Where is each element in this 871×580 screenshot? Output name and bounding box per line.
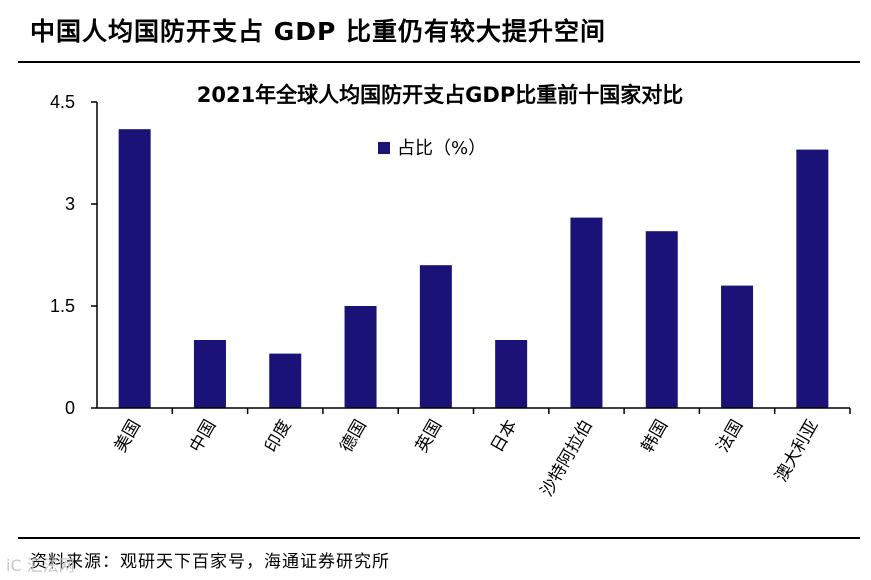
- x-tick-label: 澳大利亚: [771, 417, 822, 486]
- x-axis: 美国 中国 印度 德国 英国 日本 沙特阿拉伯 韩国 法国 澳大利亚: [97, 407, 851, 501]
- x-tick-label: 英国: [412, 417, 446, 456]
- x-tick-label: 日本: [487, 417, 521, 456]
- bottom-divider: [18, 537, 860, 539]
- top-divider: [18, 61, 860, 63]
- x-tick-label: 中国: [186, 417, 220, 456]
- bar: [495, 340, 528, 408]
- page-title: 中国人均国防开支占 GDP 比重仍有较大提升空间: [30, 17, 607, 46]
- bar: [269, 353, 302, 408]
- x-tick-label: 法国: [713, 417, 747, 456]
- y-tick-label: 3: [65, 194, 75, 214]
- bars-group: [118, 129, 829, 408]
- x-tick-label: 沙特阿拉伯: [537, 417, 597, 501]
- x-tick-label: 韩国: [638, 417, 672, 456]
- x-tick-label: 美国: [111, 417, 145, 456]
- y-tick-label: 0: [65, 398, 75, 418]
- y-tick-label: 1.5: [50, 296, 75, 316]
- legend-label: 占比（%）: [397, 138, 486, 159]
- bar: [344, 306, 377, 408]
- bar: [570, 217, 603, 408]
- y-tick-label: 4.5: [50, 92, 75, 112]
- legend-swatch: [378, 142, 390, 154]
- legend: 占比（%）: [378, 138, 486, 159]
- bar: [118, 129, 151, 408]
- bar: [645, 231, 678, 408]
- x-tick-label: 德国: [337, 417, 371, 456]
- y-axis: 0 1.5 3 4.5: [50, 92, 98, 418]
- bar: [419, 265, 452, 408]
- bar: [193, 340, 226, 408]
- bar: [721, 285, 754, 408]
- watermark: iC 汇法网: [6, 556, 75, 575]
- x-tick-label: 印度: [261, 417, 295, 456]
- chart-title: 2021年全球人均国防开支占GDP比重前十国家对比: [197, 83, 684, 107]
- source-note: 资料来源：观研天下百家号，海通证券研究所: [30, 552, 390, 572]
- bar: [796, 149, 829, 408]
